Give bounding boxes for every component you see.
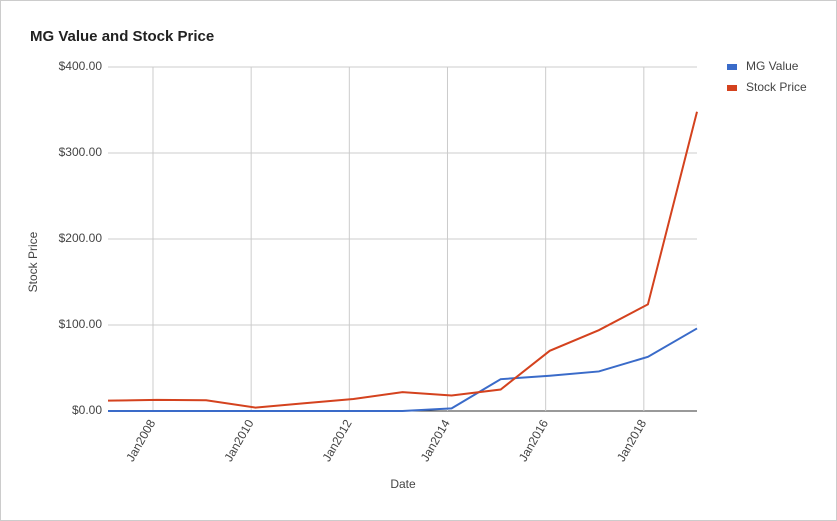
legend-label: MG Value	[746, 59, 799, 73]
legend-swatch	[727, 85, 737, 91]
x-axis-label: Date	[390, 477, 416, 491]
y-tick-label: $200.00	[59, 231, 103, 245]
y-tick-label: $300.00	[59, 145, 103, 159]
legend-label: Stock Price	[746, 80, 807, 94]
y-tick-label: $100.00	[59, 317, 103, 331]
chart-title: MG Value and Stock Price	[30, 28, 214, 45]
series-line	[108, 327, 698, 412]
legend-swatch	[727, 64, 737, 70]
y-tick-label: $400.00	[59, 59, 103, 73]
series-line	[107, 111, 698, 409]
y-axis-label: Stock Price	[26, 231, 40, 292]
y-tick-label: $0.00	[72, 403, 102, 417]
